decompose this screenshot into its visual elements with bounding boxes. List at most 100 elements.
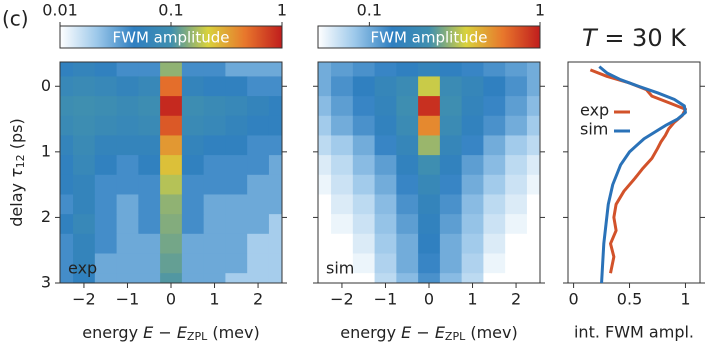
heat-cell: [505, 214, 528, 235]
heat-cell: [331, 194, 354, 215]
heat-cell: [247, 253, 270, 274]
title-var: T: [582, 24, 599, 52]
heat-cell: [116, 194, 139, 215]
heat-cell: [374, 135, 397, 156]
heat-cell: [268, 115, 282, 136]
heat-cell: [247, 174, 270, 195]
heat-cell: [181, 214, 205, 235]
heat-cell: [225, 76, 248, 97]
heat-cell: [247, 62, 270, 77]
heat-cell: [116, 214, 139, 235]
heat-cell: [73, 233, 96, 254]
x-tick-label: 1: [209, 290, 219, 309]
heat-cell: [116, 174, 139, 195]
heat-cell: [439, 135, 463, 156]
heat-cell: [374, 174, 397, 195]
heat-cell: [225, 96, 248, 117]
heat-cell: [505, 135, 528, 156]
heat-cell: [73, 253, 96, 274]
heat-cell: [181, 194, 205, 215]
heat-cell: [181, 155, 205, 176]
heat-cell: [60, 115, 74, 136]
label-part: −: [411, 323, 435, 342]
heat-cell: [247, 76, 270, 97]
label-part: energy: [340, 323, 401, 342]
heat-cell: [352, 155, 376, 176]
heat-cell: [138, 253, 161, 274]
x-tick-label: 1: [680, 290, 690, 309]
colorbar-tick-label: 0.01: [42, 1, 78, 20]
heat-cell: [247, 214, 270, 235]
heat-cell: [160, 273, 183, 283]
heat-cell: [247, 96, 270, 117]
heat-cell: [160, 214, 183, 235]
label-var: E: [177, 323, 188, 342]
title-text: = 30 K: [597, 24, 688, 52]
heat-cell: [181, 115, 205, 136]
heat-cell: [60, 233, 74, 254]
heat-cell: [247, 233, 270, 254]
heat-cell: [418, 96, 441, 117]
plot-frame: [317, 61, 541, 284]
heat-cell: [160, 194, 183, 215]
x-tick-label: 1: [467, 290, 477, 309]
heat-cell: [505, 76, 528, 97]
heat-cell: [352, 135, 376, 156]
heat-cell: [526, 174, 540, 195]
heat-cell: [203, 115, 226, 136]
heat-cell: [439, 62, 463, 77]
heat-cell: [374, 76, 397, 97]
legend-label: sim: [580, 120, 608, 139]
heat-cell: [203, 233, 226, 254]
x-axis-label: energy E − EZPL (mev): [82, 323, 259, 344]
heat-cell: [318, 273, 332, 283]
heat-cell: [116, 233, 139, 254]
heat-cell: [396, 135, 419, 156]
heat-cell: [352, 174, 376, 195]
heat-cell: [331, 233, 354, 254]
heat-cell: [352, 62, 376, 77]
heat-cell: [396, 253, 419, 274]
x-tick-label: 0: [568, 290, 578, 309]
y-tick-label: 1: [41, 141, 51, 160]
heat-cell: [94, 194, 118, 215]
heat-cell: [526, 194, 540, 215]
heat-cell: [396, 76, 419, 97]
heat-cell: [439, 214, 463, 235]
heat-cell: [94, 115, 118, 136]
heat-cell: [138, 115, 161, 136]
heat-cell: [483, 155, 506, 176]
heat-cell: [94, 155, 118, 176]
x-tick-label: 2: [511, 290, 521, 309]
heat-cell: [116, 115, 139, 136]
heat-cell: [505, 96, 528, 117]
heat-cell: [483, 62, 506, 77]
heat-cell: [483, 76, 506, 97]
heat-cell: [181, 233, 205, 254]
heat-cell: [526, 76, 540, 97]
heat-cell: [268, 135, 282, 156]
heat-cell: [225, 115, 248, 136]
heat-cell: [247, 194, 270, 215]
heat-cell: [396, 214, 419, 235]
heat-cell: [505, 273, 528, 283]
label-var: τ: [7, 168, 26, 178]
heat-cell: [268, 62, 282, 77]
heat-cell: [94, 62, 118, 77]
heat-cell: [374, 214, 397, 235]
heat-cell: [60, 62, 74, 77]
heat-cell: [60, 135, 74, 156]
heat-cell: [94, 96, 118, 117]
heat-cell: [396, 62, 419, 77]
heat-cell: [73, 76, 96, 97]
heat-cell: [526, 214, 540, 235]
heat-cell: [418, 273, 441, 283]
heat-cell: [203, 174, 226, 195]
colorbar-label: FWM amplitude: [113, 29, 230, 47]
heat-cell: [318, 174, 332, 195]
label-var: E: [435, 323, 446, 342]
heat-cell: [396, 115, 419, 136]
heat-cell: [116, 253, 139, 274]
heat-cell: [73, 194, 96, 215]
heat-cell: [374, 62, 397, 77]
